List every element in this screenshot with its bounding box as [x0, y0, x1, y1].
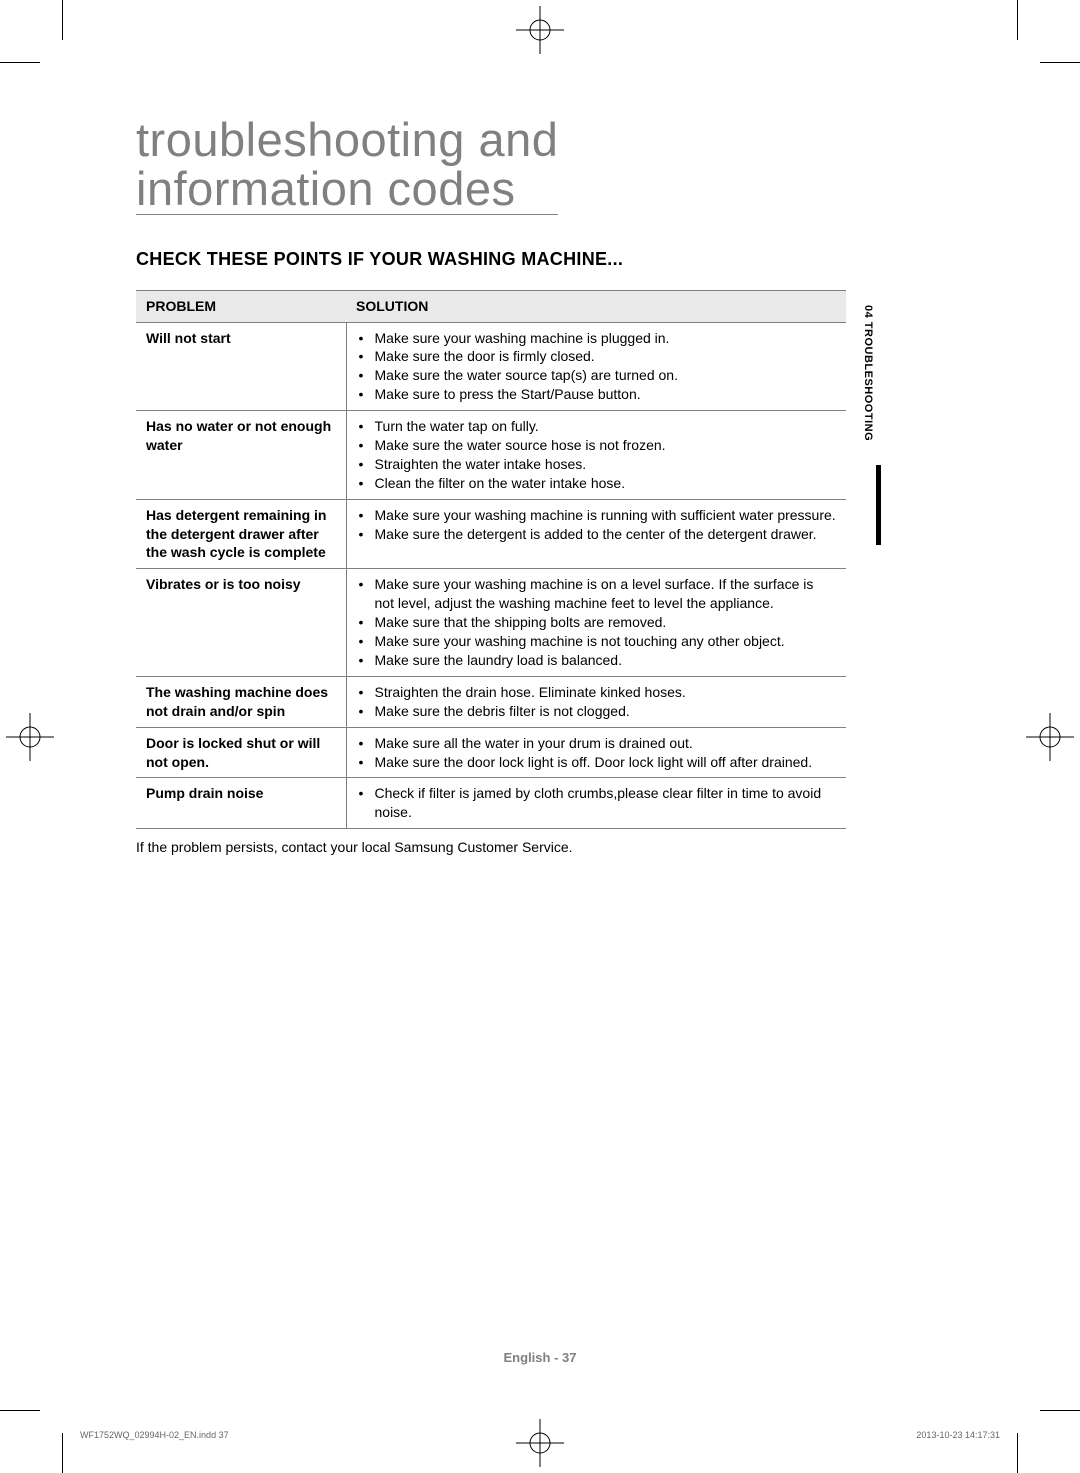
side-tab: 04 TROUBLESHOOTING — [862, 305, 882, 555]
solution-cell: Straighten the drain hose. Eliminate kin… — [346, 676, 846, 727]
solution-item: Make sure your washing machine is runnin… — [357, 506, 837, 525]
registration-mark-left — [6, 713, 54, 761]
solution-list: Make sure your washing machine is runnin… — [357, 506, 837, 544]
solution-cell: Turn the water tap on fully.Make sure th… — [346, 411, 846, 500]
table-row: Will not start Make sure your washing mac… — [136, 322, 846, 411]
solution-cell: Make sure your washing machine is runnin… — [346, 499, 846, 569]
side-tab-label: 04 TROUBLESHOOTING — [862, 305, 874, 441]
registration-mark-bottom — [516, 1419, 564, 1467]
solution-item: Make sure your washing machine is not to… — [357, 632, 837, 651]
section-heading: CHECK THESE POINTS IF YOUR WASHING MACHI… — [136, 249, 846, 270]
crop-mark — [62, 1433, 63, 1473]
solution-item: Turn the water tap on fully. — [357, 417, 837, 436]
crop-mark — [0, 1410, 40, 1411]
solution-item: Clean the filter on the water intake hos… — [357, 474, 837, 493]
table-row: Vibrates or is too noisy Make sure your w… — [136, 569, 846, 676]
solution-cell: Check if filter is jamed by cloth crumbs… — [346, 778, 846, 829]
table-row: The washing machine does not drain and/o… — [136, 676, 846, 727]
registration-mark-top — [516, 6, 564, 54]
solution-item: Straighten the drain hose. Eliminate kin… — [357, 683, 837, 702]
problem-cell: Has no water or not enough water — [136, 411, 346, 500]
crop-mark — [1040, 62, 1080, 63]
solution-item: Check if filter is jamed by cloth crumbs… — [357, 784, 837, 822]
problem-cell: Has detergent remaining in the detergent… — [136, 499, 346, 569]
troubleshooting-table: PROBLEM SOLUTION Will not start Make sure… — [136, 290, 846, 829]
solution-item: Make sure to press the Start/Pause butto… — [357, 385, 837, 404]
problem-cell: Pump drain noise — [136, 778, 346, 829]
solution-item: Make sure the detergent is added to the … — [357, 525, 837, 544]
solution-item: Straighten the water intake hoses. — [357, 455, 837, 474]
crop-mark — [1017, 1433, 1018, 1473]
title-line-1: troubleshooting and — [136, 113, 558, 166]
page-content: troubleshooting and information codes CH… — [136, 115, 846, 855]
page-title: troubleshooting and information codes — [136, 115, 558, 215]
solution-cell: Make sure your washing machine is on a l… — [346, 569, 846, 676]
problem-cell: Vibrates or is too noisy — [136, 569, 346, 676]
solution-list: Straighten the drain hose. Eliminate kin… — [357, 683, 837, 721]
solution-item: Make sure the debris filter is not clogg… — [357, 702, 837, 721]
solution-item: Make sure all the water in your drum is … — [357, 734, 837, 753]
table-row: Has detergent remaining in the detergent… — [136, 499, 846, 569]
table-row: Has no water or not enough waterTurn the… — [136, 411, 846, 500]
problem-cell: Will not start — [136, 322, 346, 411]
table-row: Door is locked shut or will not open. Mak… — [136, 727, 846, 778]
registration-mark-right — [1026, 713, 1074, 761]
solution-item: Make sure the water source tap(s) are tu… — [357, 366, 837, 385]
title-line-2: information codes — [136, 164, 558, 213]
header-solution: SOLUTION — [346, 290, 846, 322]
footnote: If the problem persists, contact your lo… — [136, 839, 846, 855]
solution-cell: Make sure your washing machine is plugge… — [346, 322, 846, 411]
solution-item: Make sure your washing machine is on a l… — [357, 575, 837, 613]
solution-item: Make sure the laundry load is balanced. — [357, 651, 837, 670]
problem-cell: The washing machine does not drain and/o… — [136, 676, 346, 727]
crop-mark — [0, 62, 40, 63]
crop-mark — [62, 0, 63, 40]
solution-item: Make sure the water source hose is not f… — [357, 436, 837, 455]
solution-item: Make sure the door lock light is off. Do… — [357, 753, 837, 772]
problem-cell: Door is locked shut or will not open. — [136, 727, 346, 778]
solution-list: Check if filter is jamed by cloth crumbs… — [357, 784, 837, 822]
solution-item: Make sure the door is firmly closed. — [357, 347, 837, 366]
imprint-right: 2013-10-23 14:17:31 — [916, 1430, 1000, 1440]
solution-list: Make sure your washing machine is on a l… — [357, 575, 837, 669]
table-header-row: PROBLEM SOLUTION — [136, 290, 846, 322]
solution-list: Turn the water tap on fully.Make sure th… — [357, 417, 837, 493]
crop-mark — [1017, 0, 1018, 40]
side-tab-indicator — [876, 465, 881, 545]
table-row: Pump drain noise Check if filter is jamed… — [136, 778, 846, 829]
solution-list: Make sure all the water in your drum is … — [357, 734, 837, 772]
solution-list: Make sure your washing machine is plugge… — [357, 329, 837, 405]
crop-mark — [1040, 1410, 1080, 1411]
solution-cell: Make sure all the water in your drum is … — [346, 727, 846, 778]
header-problem: PROBLEM — [136, 290, 346, 322]
solution-item: Make sure your washing machine is plugge… — [357, 329, 837, 348]
imprint-left: WF1752WQ_02994H-02_EN.indd 37 — [80, 1430, 229, 1440]
solution-item: Make sure that the shipping bolts are re… — [357, 613, 837, 632]
page-footer: English - 37 — [0, 1350, 1080, 1365]
